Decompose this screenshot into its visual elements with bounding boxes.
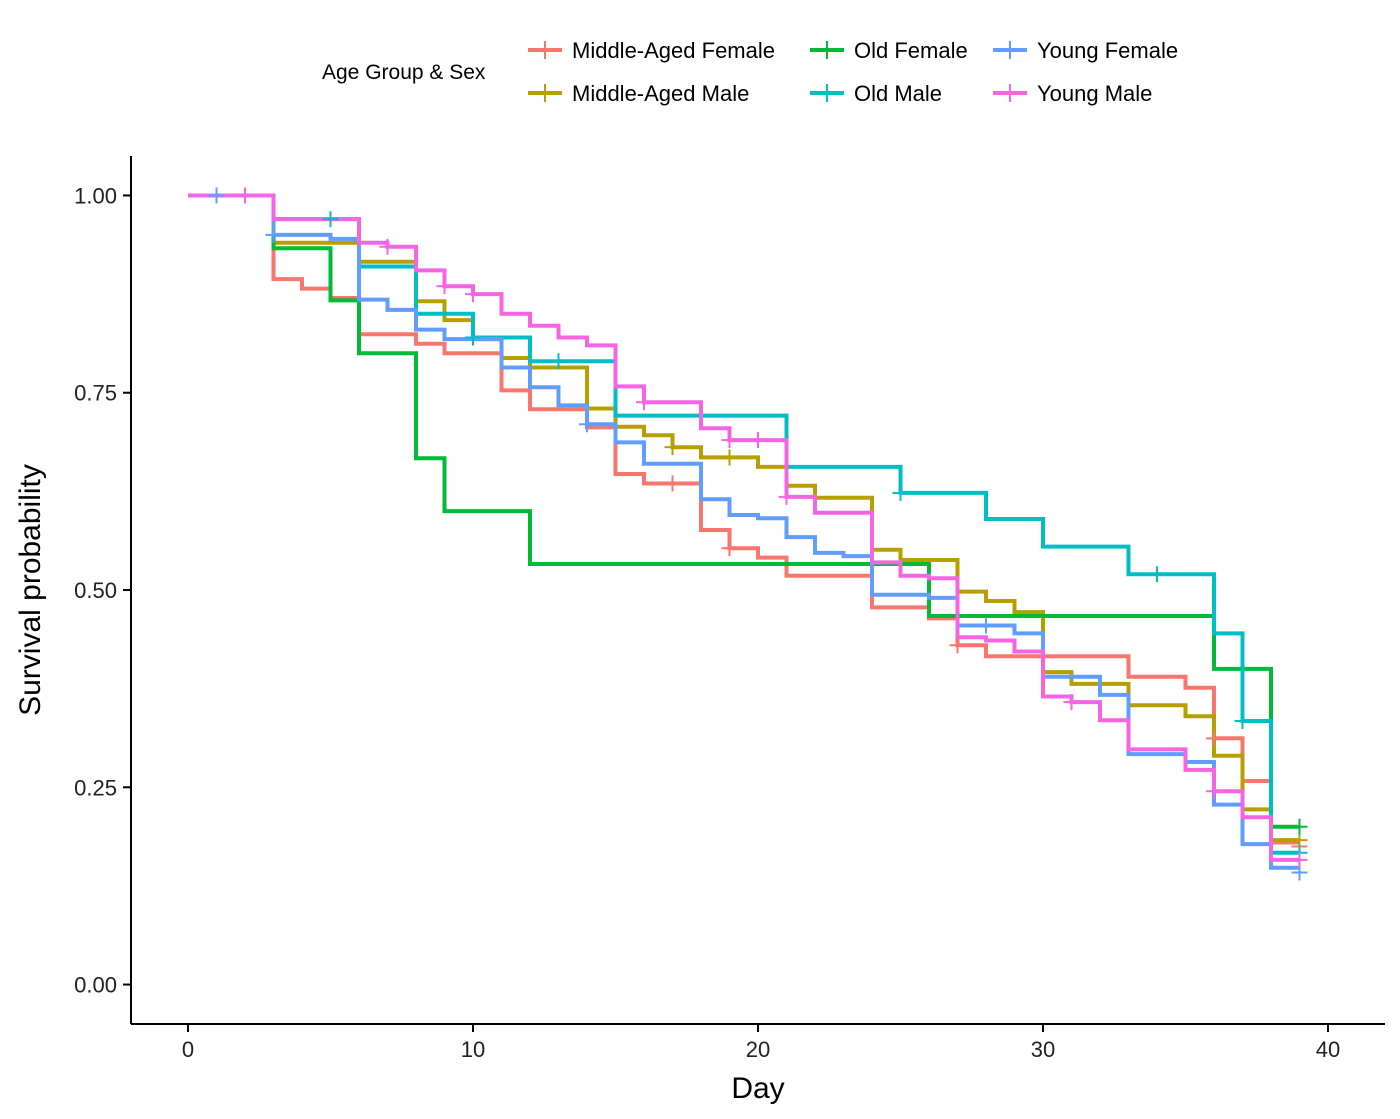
censor-mark-young-male (1063, 694, 1080, 711)
legend-label: Middle-Aged Male (572, 81, 749, 106)
censor-mark-young-female (579, 416, 595, 433)
x-tick-label: 40 (1316, 1037, 1340, 1062)
legend-item-old-male: Old Male (810, 81, 942, 106)
series-line-old-male (188, 193, 1300, 855)
series-line-young-female (188, 193, 1300, 870)
censor-mark-old-male (1234, 712, 1251, 729)
x-tick-label: 10 (461, 1037, 485, 1062)
series-line-middle-aged-male (188, 193, 1300, 843)
censor-mark-old-male (550, 353, 567, 370)
censor-mark-young-male (1291, 851, 1308, 868)
censor-mark-old-male (465, 329, 481, 346)
censor-mark-young-female (208, 187, 225, 204)
censor-mark-young-male (636, 394, 652, 411)
x-tick-label: 30 (1031, 1037, 1055, 1062)
x-axis-ticks: 0 10 20 30 40 (182, 1024, 1340, 1062)
censor-mark-young-male (721, 432, 738, 449)
censor-mark-young-male (1206, 783, 1222, 800)
y-tick-label: 0.25 (74, 775, 117, 800)
legend-title: Age Group & Sex (322, 61, 486, 84)
y-tick-label: 0.50 (74, 578, 117, 603)
legend-item-young-male: Young Male (993, 81, 1152, 106)
censor-layer (208, 187, 1308, 881)
censor-mark-middle-aged-female (721, 540, 738, 557)
censor-mark-middle-aged-female (1206, 730, 1222, 747)
censor-mark-middle-aged-female (664, 475, 681, 492)
series-line-old-female (188, 193, 1300, 829)
legend-label: Young Female (1037, 38, 1178, 63)
legend-label: Young Male (1037, 81, 1152, 106)
censor-mark-old-male (1149, 566, 1165, 583)
series-line-young-male (188, 193, 1300, 862)
y-tick-label: 0.00 (74, 973, 117, 998)
y-tick-label: 0.75 (74, 381, 117, 406)
censor-mark-young-male (436, 278, 453, 295)
censor-mark-young-male (237, 187, 253, 204)
censor-mark-young-female (978, 617, 994, 634)
series-line-middle-aged-female (188, 193, 1300, 845)
censor-mark-young-male (750, 432, 766, 449)
legend-item-middle-aged-female: Middle-Aged Female (528, 38, 775, 63)
legend-item-middle-aged-male: Middle-Aged Male (528, 81, 749, 106)
legend-item-old-female: Old Female (810, 38, 968, 63)
legend-item-young-female: Young Female (993, 38, 1178, 63)
censor-mark-middle-aged-female (949, 637, 966, 654)
y-tick-label: 1.00 (74, 183, 117, 208)
y-axis-title: Survival probability (14, 464, 47, 716)
censor-mark-middle-aged-male (721, 449, 738, 466)
censor-mark-old-male (322, 211, 339, 228)
plot-area (188, 187, 1308, 881)
censor-mark-old-female (1291, 818, 1308, 835)
legend-label: Middle-Aged Female (572, 38, 775, 63)
y-axis-ticks: 0.00 0.25 0.50 0.75 1.00 (74, 183, 131, 998)
legend-label: Old Male (854, 81, 942, 106)
series-layer (188, 193, 1300, 870)
x-tick-label: 20 (746, 1037, 770, 1062)
censor-mark-middle-aged-male (664, 439, 681, 456)
censor-mark-young-male (465, 286, 481, 303)
censor-mark-young-male (379, 238, 396, 255)
censor-mark-young-male (778, 488, 795, 505)
censor-mark-young-female (265, 226, 282, 243)
x-axis-title: Day (731, 1072, 784, 1105)
censor-mark-old-male (892, 484, 909, 501)
legend: Age Group & Sex Middle-Aged FemaleMiddle… (322, 38, 1178, 106)
legend-items: Middle-Aged Female Middle-Aged Male Old Fe… (528, 38, 1178, 106)
x-tick-label: 0 (182, 1037, 194, 1062)
legend-label: Old Female (854, 38, 968, 63)
